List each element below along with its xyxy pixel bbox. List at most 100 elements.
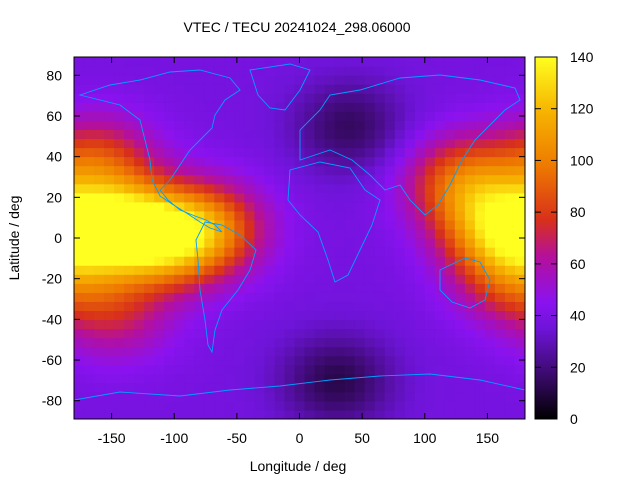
heatmap-cell	[194, 201, 205, 212]
heatmap-cell	[294, 337, 306, 348]
heatmap-cell	[464, 210, 476, 221]
heatmap-cell	[214, 364, 225, 375]
heatmap-cell	[334, 66, 346, 76]
heatmap-cell	[504, 355, 516, 366]
heatmap-cell	[134, 265, 145, 275]
heatmap-cell	[314, 283, 326, 293]
heatmap-cell	[274, 400, 286, 411]
heatmap-cell	[134, 219, 145, 230]
heatmap-cell	[454, 75, 466, 85]
heatmap-cell	[314, 84, 326, 94]
heatmap-cell	[384, 364, 396, 375]
heatmap-cell	[234, 265, 245, 275]
heatmap-cell	[444, 129, 456, 140]
heatmap-cell	[144, 256, 155, 266]
heatmap-cell	[274, 111, 286, 121]
heatmap-cell	[254, 292, 266, 302]
heatmap-cell	[94, 129, 105, 140]
heatmap-cell	[414, 66, 426, 76]
heatmap-cell	[384, 391, 396, 402]
heatmap-cell	[224, 201, 235, 212]
heatmap-cell	[254, 102, 266, 112]
heatmap-cell	[224, 165, 235, 176]
heatmap-cell	[414, 256, 426, 266]
heatmap-cell	[154, 409, 165, 419]
heatmap-cell	[154, 319, 165, 330]
heatmap-cell	[504, 219, 516, 230]
heatmap-cell	[374, 129, 386, 140]
heatmap-cell	[394, 219, 406, 230]
heatmap-cell	[284, 337, 296, 348]
heatmap-cell	[144, 66, 155, 76]
heatmap-cell	[204, 210, 215, 221]
heatmap-cell	[484, 328, 496, 339]
heatmap-cell	[174, 283, 185, 293]
heatmap-cell	[494, 337, 506, 348]
heatmap-cell	[334, 328, 346, 339]
heatmap-cell	[194, 292, 205, 302]
heatmap-cell	[424, 183, 436, 194]
heatmap-cell	[174, 274, 185, 284]
heatmap-cell	[494, 319, 506, 330]
heatmap-cell	[124, 201, 135, 212]
heatmap-cell	[254, 391, 266, 402]
heatmap-cell	[124, 382, 135, 393]
heatmap-cell	[434, 292, 446, 302]
heatmap-cell	[424, 66, 436, 76]
heatmap-cell	[314, 183, 326, 194]
heatmap-cell	[444, 183, 456, 194]
heatmap-cell	[454, 57, 466, 67]
heatmap-cell	[194, 147, 205, 158]
heatmap-cell	[274, 228, 286, 239]
heatmap-cell	[264, 84, 276, 94]
heatmap-cell	[284, 111, 296, 121]
heatmap-cell	[84, 210, 95, 221]
heatmap-cell	[274, 183, 286, 194]
heatmap-cell	[324, 120, 336, 130]
heatmap-cell	[174, 247, 185, 257]
heatmap-cell	[194, 391, 205, 402]
heatmap-cell	[344, 84, 356, 94]
heatmap-cell	[324, 400, 336, 411]
heatmap-cell	[254, 84, 266, 94]
heatmap-cell	[504, 93, 516, 103]
heatmap-cell	[344, 138, 356, 149]
heatmap-cell	[354, 129, 366, 140]
heatmap-cell	[74, 174, 85, 185]
heatmap-cell	[514, 346, 525, 357]
heatmap-cell	[424, 219, 436, 230]
heatmap-cell	[84, 247, 95, 257]
heatmap-cell	[324, 337, 336, 348]
x-tick-label: 50	[354, 430, 370, 446]
heatmap-cell	[424, 165, 436, 176]
heatmap-cell	[104, 283, 115, 293]
heatmap-cell	[114, 165, 125, 176]
heatmap-cell	[264, 238, 276, 248]
heatmap-cell	[84, 147, 95, 158]
heatmap-cell	[354, 165, 366, 176]
heatmap-cell	[114, 102, 125, 112]
heatmap-cell	[404, 75, 416, 85]
heatmap-cell	[244, 138, 255, 149]
heatmap-cell	[344, 156, 356, 167]
heatmap-cell	[474, 301, 486, 311]
heatmap-cell	[464, 111, 476, 121]
heatmap-cell	[334, 355, 346, 366]
heatmap-cell	[184, 147, 195, 158]
heatmap-cell	[304, 364, 316, 375]
heatmap-cell	[84, 355, 95, 366]
heatmap-cell	[414, 75, 426, 85]
heatmap-cell	[84, 409, 95, 419]
heatmap-cell	[404, 337, 416, 348]
heatmap-cell	[384, 400, 396, 411]
heatmap-cell	[234, 364, 245, 375]
heatmap-cell	[424, 337, 436, 348]
heatmap-cell	[284, 391, 296, 402]
heatmap-cell	[84, 84, 95, 94]
heatmap-cell	[74, 129, 85, 140]
heatmap-cell	[334, 174, 346, 185]
heatmap-cell	[404, 192, 416, 203]
heatmap-cell	[394, 319, 406, 330]
heatmap-cell	[284, 238, 296, 248]
heatmap-cell	[374, 192, 386, 203]
